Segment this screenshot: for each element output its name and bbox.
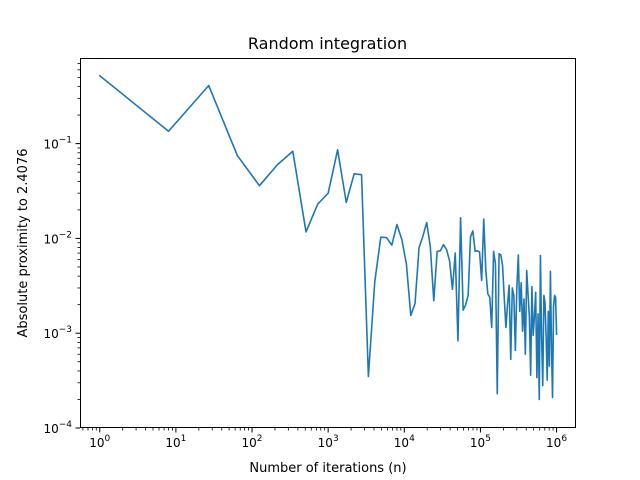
y-tick-label: 10−3	[43, 325, 72, 341]
x-tick-label: 103	[318, 434, 339, 450]
x-tick-label: 106	[546, 434, 567, 450]
chart-title: Random integration	[248, 34, 407, 53]
x-tick-label: 104	[394, 434, 415, 450]
x-axis-label: Number of iterations (n)	[249, 461, 406, 476]
x-tick-label: 102	[242, 434, 263, 450]
x-tick-label: 101	[165, 434, 186, 450]
y-axis-label: Absolute proximity to 2.4076	[16, 149, 31, 338]
axes-frame	[80, 58, 576, 428]
y-tick-label: 10−2	[43, 230, 72, 246]
series-line	[98, 74, 558, 401]
plot-area	[98, 74, 558, 401]
x-axis: 100 101 102 103 104 105 106	[82, 428, 567, 450]
x-tick-label: 105	[470, 434, 491, 450]
x-tick-label: 100	[89, 434, 110, 450]
y-axis: 10−4 10−3 10−2 10−1	[43, 63, 80, 436]
y-tick-label: 10−1	[43, 136, 72, 152]
y-tick-label: 10−4	[43, 420, 72, 436]
